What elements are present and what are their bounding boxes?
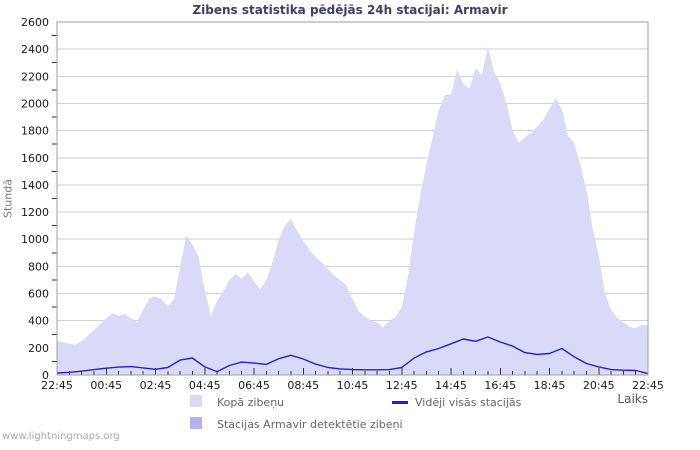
y-tick-label: 1000: [21, 233, 49, 246]
y-tick-label: 600: [28, 288, 49, 301]
x-tick-label: 04:45: [189, 379, 221, 392]
y-tick-label: 0: [42, 369, 49, 382]
x-tick-label: 14:45: [435, 379, 467, 392]
x-tick-label: 10:45: [337, 379, 369, 392]
y-tick-label: 1600: [21, 152, 49, 165]
y-tick-label: 1400: [21, 179, 49, 192]
x-tick-label: 20:45: [583, 379, 615, 392]
y-tick-label: 200: [28, 342, 49, 355]
x-tick-label: 18:45: [534, 379, 566, 392]
x-axis-label: Laiks: [617, 392, 648, 406]
plot-border: [56, 21, 649, 376]
x-tick-label: 22:45: [632, 379, 664, 392]
x-tick-label: 02:45: [140, 379, 172, 392]
y-tick-label: 2200: [21, 70, 49, 83]
x-tick-label: 22:45: [41, 379, 73, 392]
total-lightning-area: [57, 46, 648, 376]
x-tick-label: 08:45: [287, 379, 319, 392]
x-tick-label: 16:45: [484, 379, 516, 392]
chart-title: Zibens statistika pēdējās 24h stacijai: …: [192, 3, 508, 17]
y-tick-label: 1800: [21, 125, 49, 138]
y-tick-label: 2400: [21, 43, 49, 56]
y-tick-label: 2000: [21, 97, 49, 110]
watermark: www.lightningmaps.org: [2, 431, 120, 442]
x-tick-label: 00:45: [90, 379, 122, 392]
x-tick-label: 12:45: [386, 379, 418, 392]
y-tick-label: 400: [28, 315, 49, 328]
y-tick-label: 2600: [21, 16, 49, 29]
y-tick-label: 1200: [21, 206, 49, 219]
x-tick-label: 06:45: [238, 379, 270, 392]
y-tick-label: 800: [28, 260, 49, 273]
y-axis-label: Stundā: [1, 179, 15, 218]
